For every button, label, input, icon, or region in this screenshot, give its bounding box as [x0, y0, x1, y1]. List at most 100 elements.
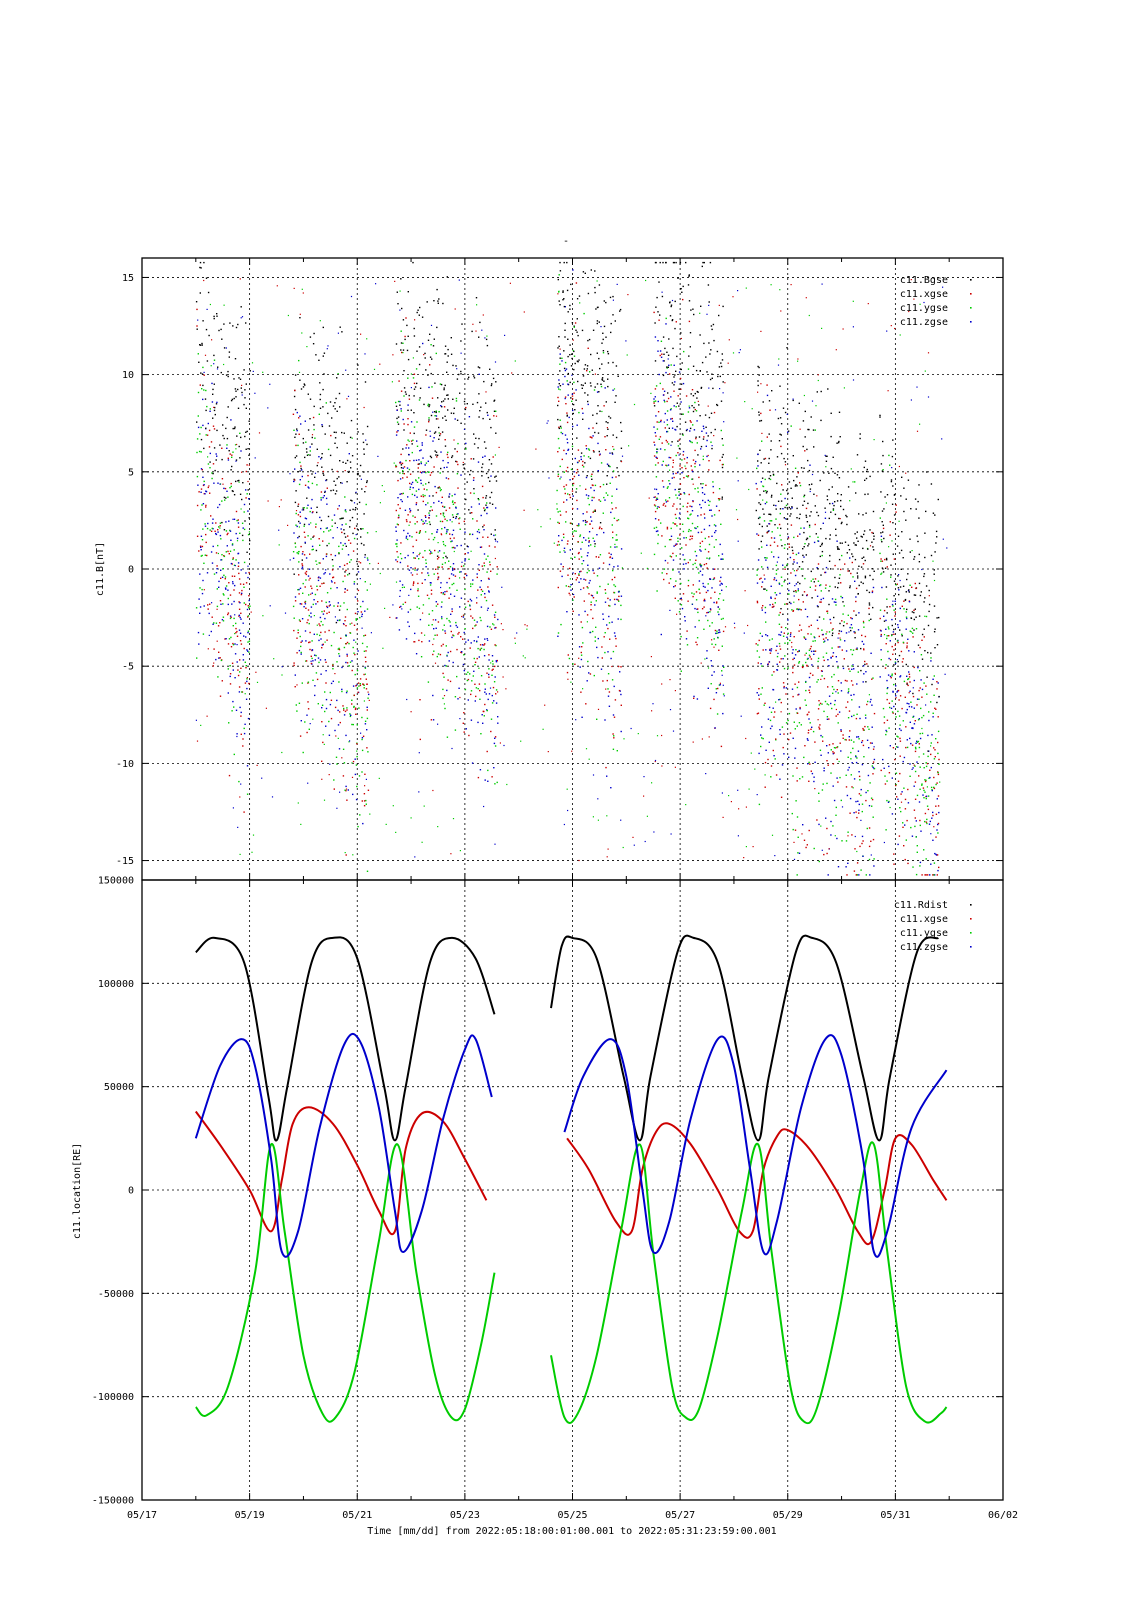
magnetic-field-point: [297, 503, 300, 505]
magnetic-field-point: [867, 726, 869, 728]
magnetic-field-point: [656, 428, 659, 430]
magnetic-field-point: [769, 652, 772, 654]
magnetic-field-point: [913, 666, 915, 669]
magnetic-field-point: [573, 392, 575, 394]
magnetic-field-point: [355, 618, 357, 620]
magnetic-field-point: [248, 651, 250, 653]
magnetic-field-point: [323, 495, 325, 497]
magnetic-field-point: [214, 413, 216, 416]
magnetic-field-point: [474, 661, 477, 663]
magnetic-field-point: [594, 270, 596, 272]
magnetic-field-point: [586, 521, 588, 523]
magnetic-field-point: [704, 548, 707, 551]
magnetic-field-point: [796, 476, 798, 478]
magnetic-field-point: [591, 595, 594, 597]
magnetic-field-point: [345, 545, 347, 547]
magnetic-field-point: [479, 698, 481, 700]
magnetic-field-point: [462, 616, 465, 618]
magnetic-field-point: [868, 858, 871, 861]
magnetic-field-point: [700, 448, 702, 450]
magnetic-field-point: [199, 606, 202, 608]
magnetic-field-point: [819, 601, 821, 603]
magnetic-field-point: [909, 690, 911, 692]
magnetic-field-point: [825, 455, 827, 457]
magnetic-field-point: [301, 559, 303, 561]
magnetic-field-point: [487, 698, 489, 701]
magnetic-field-point: [244, 397, 246, 399]
magnetic-field-point: [343, 623, 345, 626]
magnetic-field-point: [478, 373, 480, 375]
magnetic-field-point: [722, 558, 724, 560]
magnetic-field-point: [339, 566, 341, 568]
magnetic-field-point: [448, 560, 450, 562]
magnetic-field-point: [306, 451, 308, 453]
magnetic-field-point: [418, 363, 421, 366]
magnetic-field-point: [664, 505, 667, 507]
magnetic-field-point: [437, 653, 440, 655]
magnetic-field-point: [853, 714, 855, 717]
magnetic-field-point: [769, 513, 771, 515]
magnetic-field-point: [232, 625, 234, 627]
magnetic-field-point: [790, 572, 792, 574]
magnetic-field-point: [780, 796, 783, 798]
magnetic-field-point: [771, 531, 773, 533]
magnetic-field-point: [366, 480, 368, 482]
magnetic-field-point: [447, 679, 449, 681]
magnetic-field-point: [856, 572, 858, 574]
magnetic-field-point: [305, 573, 307, 576]
magnetic-field-point: [697, 515, 699, 517]
magnetic-field-point: [300, 467, 302, 470]
magnetic-field-point: [567, 383, 569, 385]
magnetic-field-point: [232, 642, 234, 645]
magnetic-field-point: [366, 747, 368, 749]
magnetic-field-point: [586, 586, 588, 588]
magnetic-field-point: [578, 460, 580, 462]
magnetic-field-point: [469, 533, 471, 535]
magnetic-field-point: [304, 572, 307, 574]
magnetic-field-point: [682, 505, 684, 508]
magnetic-field-point: [927, 795, 930, 797]
magnetic-field-point: [580, 570, 582, 573]
magnetic-field-point: [772, 603, 774, 606]
magnetic-field-point: [843, 658, 845, 660]
magnetic-field-point: [415, 503, 417, 506]
magnetic-field-point: [758, 752, 760, 755]
magnetic-field-point: [399, 400, 401, 403]
magnetic-field-point: [450, 573, 453, 575]
magnetic-field-point: [311, 640, 313, 642]
magnetic-field-point: [344, 588, 346, 590]
magnetic-field-point: [349, 661, 352, 663]
magnetic-field-point: [473, 619, 476, 621]
magnetic-field-point: [857, 540, 859, 542]
magnetic-field-point: [557, 540, 560, 543]
magnetic-field-point: [322, 741, 324, 744]
magnetic-field-point: [811, 772, 814, 775]
magnetic-field-point: [341, 666, 343, 669]
magnetic-field-point: [830, 657, 832, 659]
magnetic-field-point: [476, 621, 478, 623]
magnetic-field-point: [354, 708, 357, 711]
magnetic-field-point: [472, 518, 474, 520]
magnetic-field-point: [588, 540, 590, 542]
magnetic-field-point: [689, 430, 691, 432]
magnetic-field-point: [240, 711, 242, 714]
magnetic-field-point: [888, 800, 890, 803]
magnetic-field-point: [594, 543, 596, 545]
magnetic-field-point: [294, 468, 296, 470]
magnetic-field-point: [342, 705, 344, 707]
magnetic-field-point: [588, 582, 590, 584]
magnetic-field-point: [901, 476, 903, 478]
magnetic-field-point: [493, 700, 495, 702]
magnetic-field-point: [446, 531, 448, 533]
magnetic-field-point: [772, 707, 774, 709]
magnetic-field-point: [923, 628, 925, 630]
magnetic-field-point: [442, 400, 445, 402]
magnetic-field-point: [484, 638, 486, 640]
magnetic-field-point: [758, 502, 760, 504]
magnetic-field-point: [217, 529, 219, 531]
magnetic-field-point: [930, 786, 933, 789]
magnetic-field-point: [613, 598, 616, 601]
magnetic-field-point: [849, 797, 852, 800]
magnetic-field-point: [428, 404, 431, 406]
